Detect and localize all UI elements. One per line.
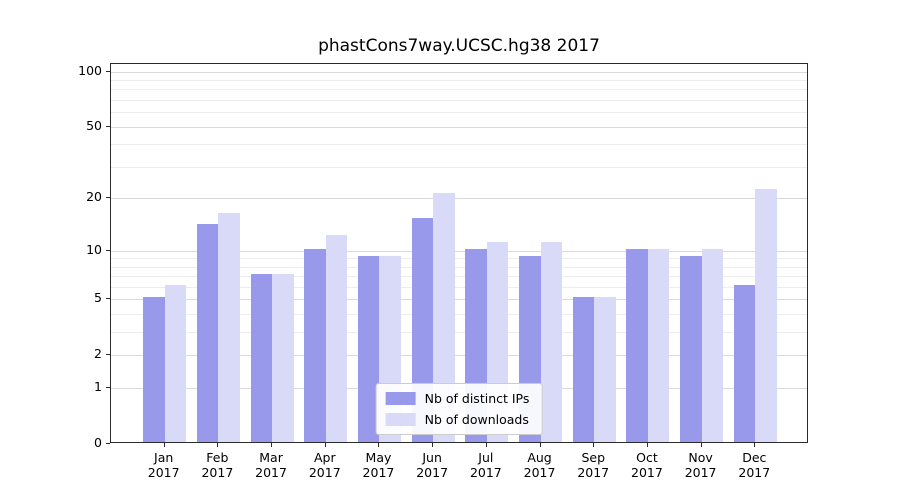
x-tick [485, 443, 487, 447]
y-tick-label: 10 [86, 241, 102, 257]
x-tick-label: Jan 2017 [147, 450, 180, 480]
bar-distinct-ips [357, 256, 380, 442]
legend-item-distinct-ips: Nb of distinct IPs [385, 391, 530, 406]
y-tick-label: 5 [94, 290, 102, 306]
x-tick [646, 443, 648, 447]
x-tick-label: Aug 2017 [523, 450, 556, 480]
bar-downloads [325, 235, 348, 442]
bar-downloads [433, 192, 455, 442]
bar-distinct-ips [572, 297, 595, 442]
bar-distinct-ips [250, 274, 273, 442]
x-tick-label: Mar 2017 [255, 450, 287, 480]
legend-label-distinct-ips: Nb of distinct IPs [424, 391, 530, 406]
bar-downloads [164, 285, 187, 442]
x-tick [163, 443, 165, 447]
y-tick-label: 0 [94, 435, 102, 450]
x-tick [271, 443, 273, 447]
x-tick-label: May 2017 [362, 450, 395, 480]
legend: Nb of distinct IPs Nb of downloads [375, 383, 543, 435]
y-tick-label: 50 [86, 117, 102, 133]
y-tick [106, 354, 110, 356]
bar-downloads [272, 274, 294, 442]
x-tick-label: Feb 2017 [201, 450, 234, 480]
bar-downloads [540, 241, 562, 442]
minor-gridline [111, 80, 807, 82]
legend-swatch-downloads [385, 413, 416, 426]
x-tick [700, 443, 702, 447]
y-tick [106, 197, 110, 199]
y-tick-label: 100 [78, 62, 102, 78]
bar-distinct-ips [626, 248, 648, 442]
x-tick [378, 443, 380, 447]
y-tick [106, 387, 110, 389]
x-tick [432, 443, 434, 447]
x-tick-label: Jun 2017 [416, 450, 449, 480]
y-tick-label: 1 [94, 379, 102, 395]
minor-gridline [111, 144, 807, 146]
bar-distinct-ips [680, 256, 702, 442]
x-tick-label: Nov 2017 [684, 450, 717, 480]
x-tick [593, 443, 595, 447]
bar-distinct-ips [304, 248, 326, 442]
y-tick [106, 443, 110, 444]
y-tick [106, 125, 110, 127]
x-tick [217, 443, 219, 447]
x-tick-label: Sep 2017 [577, 450, 610, 480]
bar-downloads [647, 248, 670, 442]
y-tick-label: 2 [94, 346, 102, 362]
bar-downloads [218, 213, 240, 442]
legend-item-downloads: Nb of downloads [385, 412, 530, 427]
x-tick [539, 443, 541, 447]
y-tick [106, 298, 110, 300]
bar-downloads [755, 189, 777, 442]
bar-distinct-ips [143, 297, 165, 442]
minor-gridline [111, 112, 807, 114]
minor-gridline [111, 166, 807, 168]
y-tick [106, 249, 110, 251]
major-gridline [111, 126, 807, 128]
major-gridline [111, 71, 807, 73]
major-gridline [111, 198, 807, 200]
x-tick-label: Jul 2017 [469, 450, 502, 480]
chart-title: phastCons7way.UCSC.hg38 2017 [318, 36, 600, 56]
legend-label-downloads: Nb of downloads [424, 412, 529, 427]
x-tick-label: Oct 2017 [631, 450, 663, 480]
y-tick-label: 20 [86, 189, 102, 205]
minor-gridline [111, 100, 807, 102]
x-tick [754, 443, 756, 447]
bar-downloads [701, 248, 724, 442]
x-tick [324, 443, 326, 447]
x-tick-label: Dec 2017 [738, 450, 771, 480]
x-tick-label: Apr 2017 [308, 450, 341, 480]
bar-downloads [594, 297, 616, 442]
legend-swatch-distinct-ips [385, 392, 416, 405]
minor-gridline [111, 89, 807, 91]
bar-distinct-ips [733, 285, 756, 442]
plot-area: Nb of distinct IPs Nb of downloads [110, 63, 808, 443]
y-tick [106, 70, 110, 72]
bar-distinct-ips [196, 223, 219, 442]
